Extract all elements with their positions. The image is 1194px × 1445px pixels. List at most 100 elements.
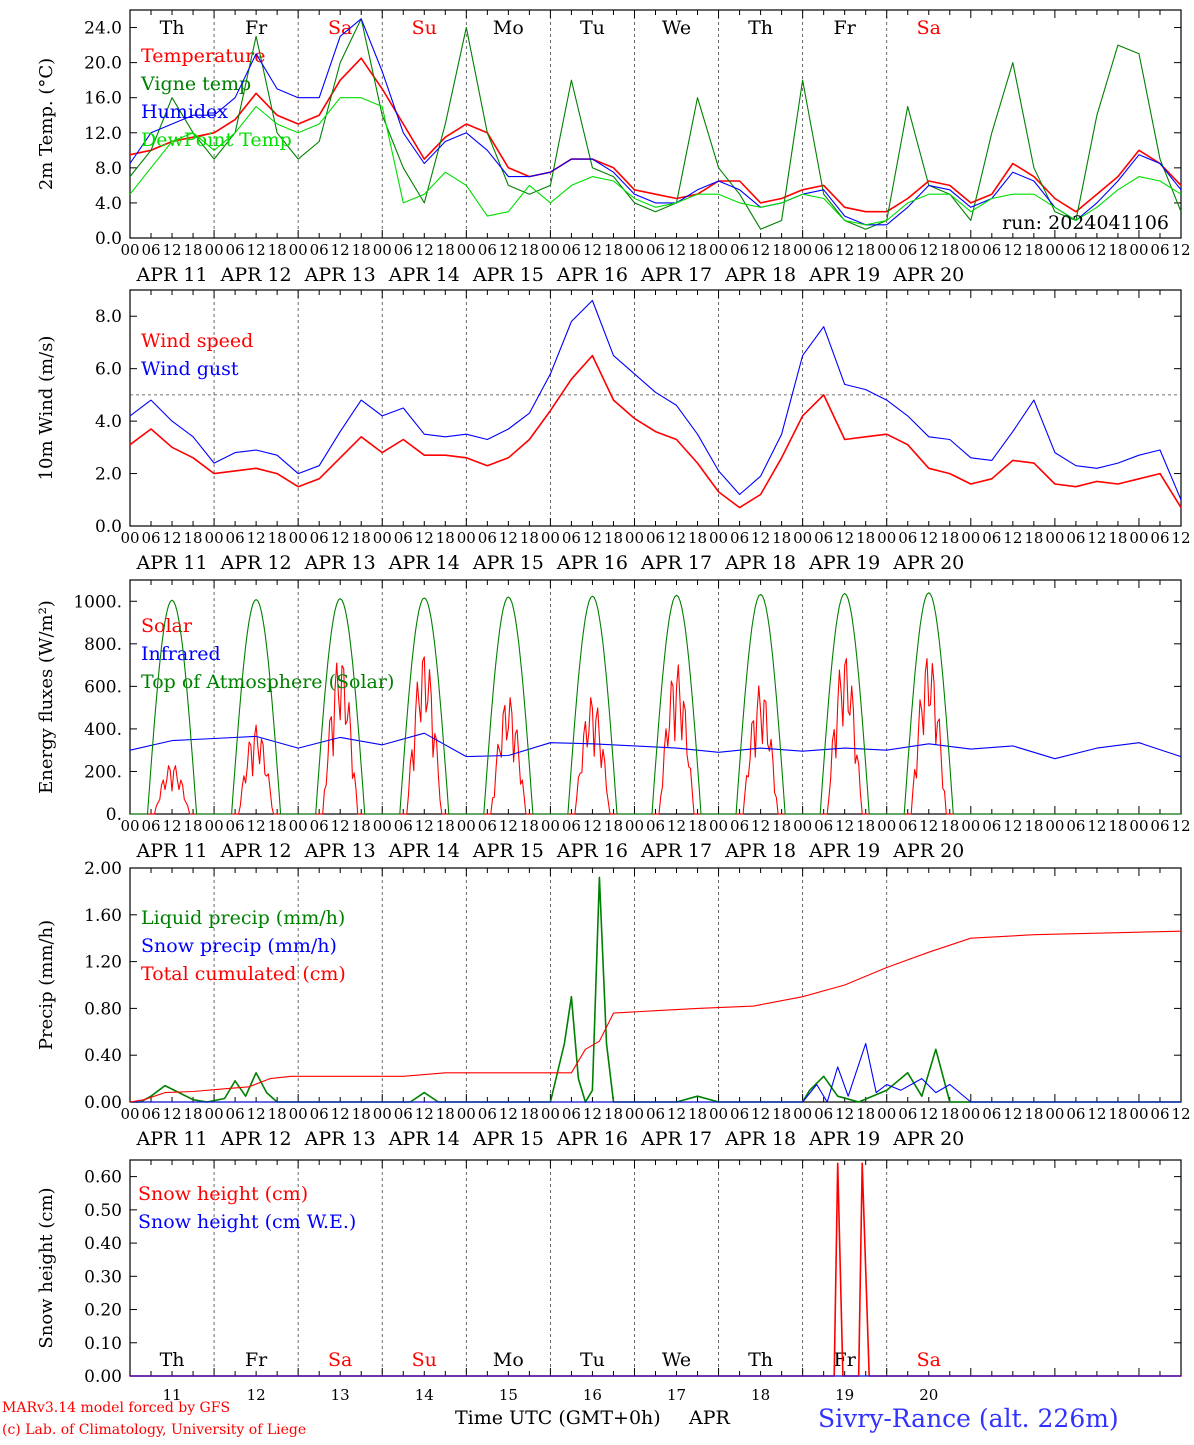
hour-tick-label: 00	[205, 241, 224, 259]
hour-tick-label: 12	[667, 1105, 686, 1123]
hour-tick-label: 00	[709, 1105, 728, 1123]
day-number-label: 14	[415, 1386, 434, 1404]
hour-tick-label: 00	[289, 241, 308, 259]
day-number-label: 15	[499, 1386, 518, 1404]
panel-3: 0. 200. 400. 600. 800. 1000. Energy fluxes (W/…	[36, 579, 1191, 862]
hour-tick-label: 00	[793, 529, 812, 547]
hour-tick-label: 18	[520, 241, 539, 259]
hour-tick-label: 00	[373, 1105, 392, 1123]
day-number-label: 19	[835, 1386, 854, 1404]
y-tick-label: 600.	[84, 677, 122, 697]
hour-tick-label: 06	[814, 1105, 833, 1123]
hour-tick-label: 00	[877, 1105, 896, 1123]
hour-tick-label: 06	[1150, 817, 1169, 835]
hour-tick-label: 06	[982, 529, 1001, 547]
hour-tick-label: 18	[856, 1105, 875, 1123]
hour-tick-label: 06	[141, 1105, 160, 1123]
date-label: APR 11	[136, 840, 208, 862]
hour-tick-label: 18	[688, 817, 707, 835]
date-label: APR 18	[724, 552, 796, 574]
y-tick-label: 0.20	[84, 1301, 122, 1321]
hour-tick-label: 00	[457, 1105, 476, 1123]
weekday-label: Tu	[580, 17, 605, 39]
hour-tick-label: 00	[457, 817, 476, 835]
series-line-1-3	[129, 18, 1182, 226]
y-axis-label: 2m Temp. (°C)	[36, 58, 57, 190]
legend-entry: Wind gust	[141, 358, 239, 380]
hour-tick-label: 12	[331, 529, 350, 547]
date-label: APR 13	[304, 264, 376, 286]
weekday-label: Fr	[834, 1349, 857, 1371]
date-label: APR 14	[388, 1128, 460, 1150]
hour-tick-label: 18	[688, 1105, 707, 1123]
hour-tick-label: 00	[625, 1105, 644, 1123]
date-label: APR 18	[724, 264, 796, 286]
run-annotation: run: 2024041106	[1002, 212, 1169, 234]
series-line-4-3	[129, 930, 1182, 1103]
plot-frame	[129, 289, 1182, 527]
hour-tick-label: 18	[1108, 241, 1127, 259]
hour-tick-label: 12	[415, 1105, 434, 1123]
weekday-label: Fr	[245, 1349, 268, 1371]
hour-tick-label: 12	[1003, 817, 1022, 835]
y-tick-label: 0.0	[95, 229, 122, 249]
weekday-label: Su	[412, 1349, 437, 1371]
hour-tick-label: 00	[961, 529, 980, 547]
series-line-3-2	[129, 732, 1182, 760]
hour-tick-label: 18	[1024, 1105, 1043, 1123]
hour-tick-label: 06	[1150, 241, 1169, 259]
day-number-label: 18	[751, 1386, 770, 1404]
hour-tick-label: 06	[310, 1105, 329, 1123]
station-label: Sivry-Rance (alt. 226m)	[818, 1404, 1119, 1433]
hour-tick-label: 12	[415, 529, 434, 547]
month-label: APR	[688, 1407, 731, 1429]
y-tick-label: 800.	[84, 635, 122, 655]
plot-frame	[129, 867, 1182, 1103]
date-label: APR 12	[220, 1128, 292, 1150]
hour-tick-label: 18	[268, 817, 287, 835]
hour-tick-label: 00	[373, 529, 392, 547]
hour-tick-label: 06	[982, 241, 1001, 259]
hour-tick-label: 06	[394, 529, 413, 547]
date-label: APR 13	[304, 552, 376, 574]
hour-tick-label: 12	[1171, 1105, 1190, 1123]
date-label: APR 15	[472, 264, 544, 286]
y-tick-label: 0.00	[84, 1367, 122, 1387]
date-label: APR 18	[724, 1128, 796, 1150]
weekday-label: Th	[748, 1349, 773, 1371]
hour-tick-label: 12	[499, 1105, 518, 1123]
weekday-label: Su	[412, 17, 437, 39]
hour-tick-label: 18	[940, 817, 959, 835]
hour-tick-label: 18	[268, 241, 287, 259]
hour-tick-label: 00	[1045, 817, 1064, 835]
y-tick-label: 24.0	[84, 19, 122, 39]
hour-tick-label: 12	[1003, 1105, 1022, 1123]
hour-tick-label: 12	[1171, 817, 1190, 835]
hour-tick-label: 00	[877, 241, 896, 259]
series-line-1-4	[129, 97, 1182, 226]
series-line-2-1	[129, 354, 1182, 509]
hour-tick-label: 12	[1171, 529, 1190, 547]
hour-tick-label: 12	[751, 1105, 770, 1123]
hour-tick-label: 12	[835, 529, 854, 547]
hour-tick-label: 00	[709, 817, 728, 835]
hour-tick-label: 06	[226, 817, 245, 835]
hour-tick-label: 18	[856, 241, 875, 259]
hour-tick-label: 18	[268, 529, 287, 547]
hour-tick-label: 06	[226, 529, 245, 547]
y-tick-label: 2.00	[84, 859, 122, 879]
date-label: APR 14	[388, 552, 460, 574]
hour-tick-label: 18	[436, 241, 455, 259]
hour-tick-label: 00	[1129, 1105, 1148, 1123]
hour-tick-label: 12	[1087, 529, 1106, 547]
hour-tick-label: 00	[541, 241, 560, 259]
hour-tick-label: 12	[667, 529, 686, 547]
hour-tick-label: 06	[730, 529, 749, 547]
hour-tick-label: 06	[141, 529, 160, 547]
hour-tick-label: 12	[247, 241, 266, 259]
panel-5: 0.00 0.10 0.20 0.30 0.40 0.50 0.60 Snow height …	[36, 1159, 1182, 1404]
hour-tick-label: 12	[1087, 817, 1106, 835]
hour-tick-label: 06	[898, 817, 917, 835]
